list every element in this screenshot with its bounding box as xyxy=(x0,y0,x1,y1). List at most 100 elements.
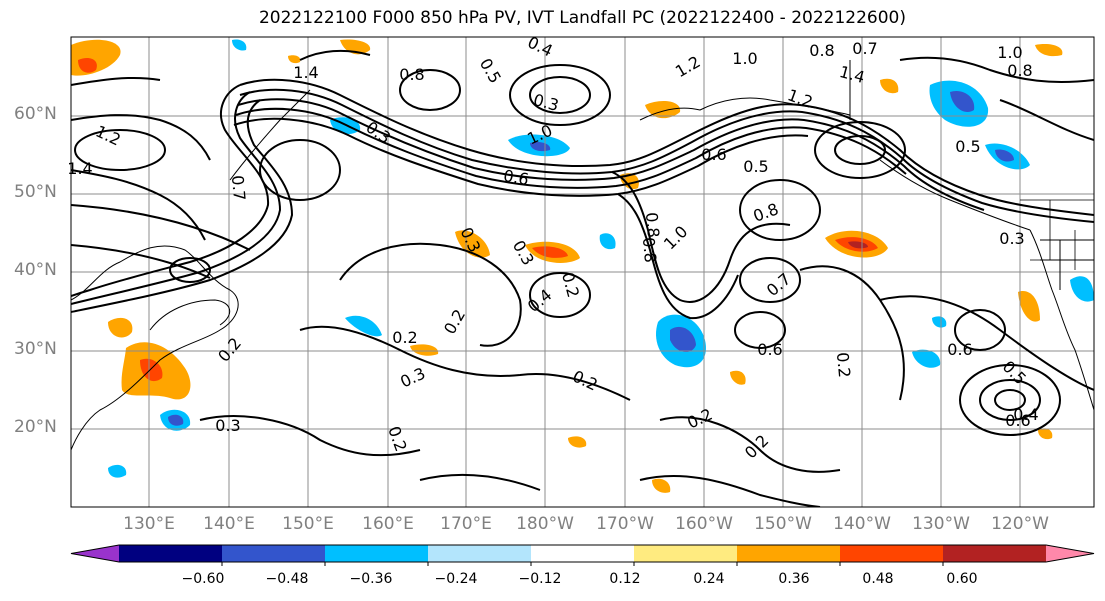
negative-anomaly-patch xyxy=(168,414,184,426)
map-frame xyxy=(70,36,1095,508)
political-boundaries xyxy=(1020,199,1094,270)
colorbar-segment xyxy=(634,545,737,562)
graticule xyxy=(71,37,1094,507)
colorbar-tick-label: −0.48 xyxy=(265,571,309,587)
positive-anomaly-patch xyxy=(1038,428,1053,440)
lon-label-130w: 130°W xyxy=(912,514,970,534)
positive-anomaly-patch xyxy=(1035,44,1063,57)
colorbar-segment xyxy=(119,545,222,562)
contour-label: 0.3 xyxy=(215,416,240,435)
contour-label: 1.0 xyxy=(732,49,757,68)
contour-label: 0.6 xyxy=(947,340,972,359)
colorbar-segment xyxy=(325,545,428,562)
contour-label: 0.7 xyxy=(228,174,249,201)
colorbar-tick-label: −0.24 xyxy=(434,571,478,587)
contour-label: 0.7 xyxy=(852,39,877,58)
negative-anomaly-patch xyxy=(232,39,247,51)
map-title: 2022122100 F000 850 hPa PV, IVT Landfall… xyxy=(258,8,906,28)
negative-anomaly-patch xyxy=(670,326,696,353)
colorbar-tick-label: −0.60 xyxy=(181,571,225,587)
contour-label: 0.2 xyxy=(214,334,245,366)
colorbar-tick-label: 0.60 xyxy=(946,571,978,587)
contour-label: 0.3 xyxy=(999,229,1024,248)
colorbar-segment xyxy=(737,545,840,562)
positive-anomaly-patch xyxy=(71,39,121,76)
contour-label: 0.6 xyxy=(1005,411,1030,430)
lon-label-170e: 170°E xyxy=(440,514,492,534)
colorbar-tick-label: 0.12 xyxy=(609,571,641,587)
negative-anomaly-patch xyxy=(932,316,947,328)
negative-anomaly-patch xyxy=(995,149,1014,162)
contour-label: 0.5 xyxy=(743,157,768,176)
contour-label: 0.8 xyxy=(751,199,781,226)
contour-label: 0.4 xyxy=(524,285,556,316)
contour-label: 0.6 xyxy=(701,145,726,164)
lon-label-140w: 140°W xyxy=(833,514,891,534)
lon-label-150w: 150°W xyxy=(754,514,812,534)
lon-label-130e: 130°E xyxy=(123,514,175,534)
contour-label: 0.8 xyxy=(399,65,424,84)
contour-label: 1.4 xyxy=(67,159,92,178)
positive-anomaly-patch xyxy=(140,358,163,382)
lon-label-160e: 160°E xyxy=(362,514,414,534)
positive-anomaly-patch xyxy=(78,58,97,73)
negative-anomaly-patch xyxy=(108,464,127,478)
contour-label: 0.8 xyxy=(809,41,834,60)
lat-label-60n: 60°N xyxy=(14,104,57,124)
colorbar-outline xyxy=(70,544,1095,563)
contour-label: 1.0 xyxy=(997,43,1022,62)
positive-anomaly-patch xyxy=(652,478,671,493)
contour-label: 0.6 xyxy=(757,340,782,359)
positive-anomaly-patch xyxy=(288,55,301,64)
colorbar-segment xyxy=(222,545,325,562)
lon-label-160w: 160°W xyxy=(675,514,733,534)
contour-label: 0.2 xyxy=(392,328,417,347)
lat-label-20n: 20°N xyxy=(14,417,57,437)
colorbar-segment xyxy=(71,545,119,562)
contour-label: 0.3 xyxy=(531,90,561,115)
contour-label: 0.2 xyxy=(570,367,601,395)
positive-anomaly-patch xyxy=(848,241,868,249)
contour-label: 1.4 xyxy=(293,63,318,82)
colorbar-tick-label: 0.24 xyxy=(693,571,725,587)
colorbar-segment xyxy=(840,545,943,562)
colorbar-segment xyxy=(1046,545,1094,562)
lon-label-170w: 170°W xyxy=(596,514,654,534)
colorbar-segment xyxy=(943,545,1046,562)
contour-label: 1.2 xyxy=(785,85,815,112)
positive-anomaly-patch xyxy=(108,317,133,338)
lat-label-30n: 30°N xyxy=(14,339,57,359)
negative-anomaly-patch xyxy=(599,233,616,250)
colorbar-tick-label: 0.36 xyxy=(778,571,810,587)
contour-label: 0.5 xyxy=(955,137,980,156)
colorbar-tick-label: 0.48 xyxy=(862,571,894,587)
positive-anomaly-patch xyxy=(1018,291,1040,322)
contour-label: 0.2 xyxy=(440,306,469,338)
positive-anomaly-patch xyxy=(410,344,439,356)
lat-label-50n: 50°N xyxy=(14,182,57,202)
lon-label-150e: 150°E xyxy=(282,514,334,534)
contour-label: 0.3 xyxy=(509,237,538,269)
contour-label: 0.8 xyxy=(1007,61,1032,80)
contour-label: 0.8 xyxy=(642,211,663,238)
lon-label-120w: 120°W xyxy=(991,514,1049,534)
pv-contours xyxy=(71,49,1094,507)
contour-label: 1.2 xyxy=(672,52,704,81)
negative-anomaly-patch xyxy=(912,349,941,368)
contour-label: 0.6 xyxy=(502,166,530,189)
colorbar xyxy=(70,544,1095,566)
colorbar-segment xyxy=(428,545,531,562)
negative-anomaly-patch xyxy=(1070,276,1094,302)
positive-anomaly-patch xyxy=(455,230,490,258)
contour-label: 0.2 xyxy=(684,405,715,433)
colorbar-tick-label: −0.36 xyxy=(349,571,393,587)
negative-anomaly-patch xyxy=(345,315,382,337)
positive-anomaly-patch xyxy=(568,436,587,448)
lon-label-140e: 140°E xyxy=(203,514,255,534)
positive-anomaly-patch xyxy=(880,78,899,94)
lon-label-180w: 180°W xyxy=(516,514,574,534)
contour-label: 0.2 xyxy=(833,351,854,378)
contour-label: 0.8 xyxy=(639,236,660,263)
contour-label: 0.5 xyxy=(476,55,505,87)
